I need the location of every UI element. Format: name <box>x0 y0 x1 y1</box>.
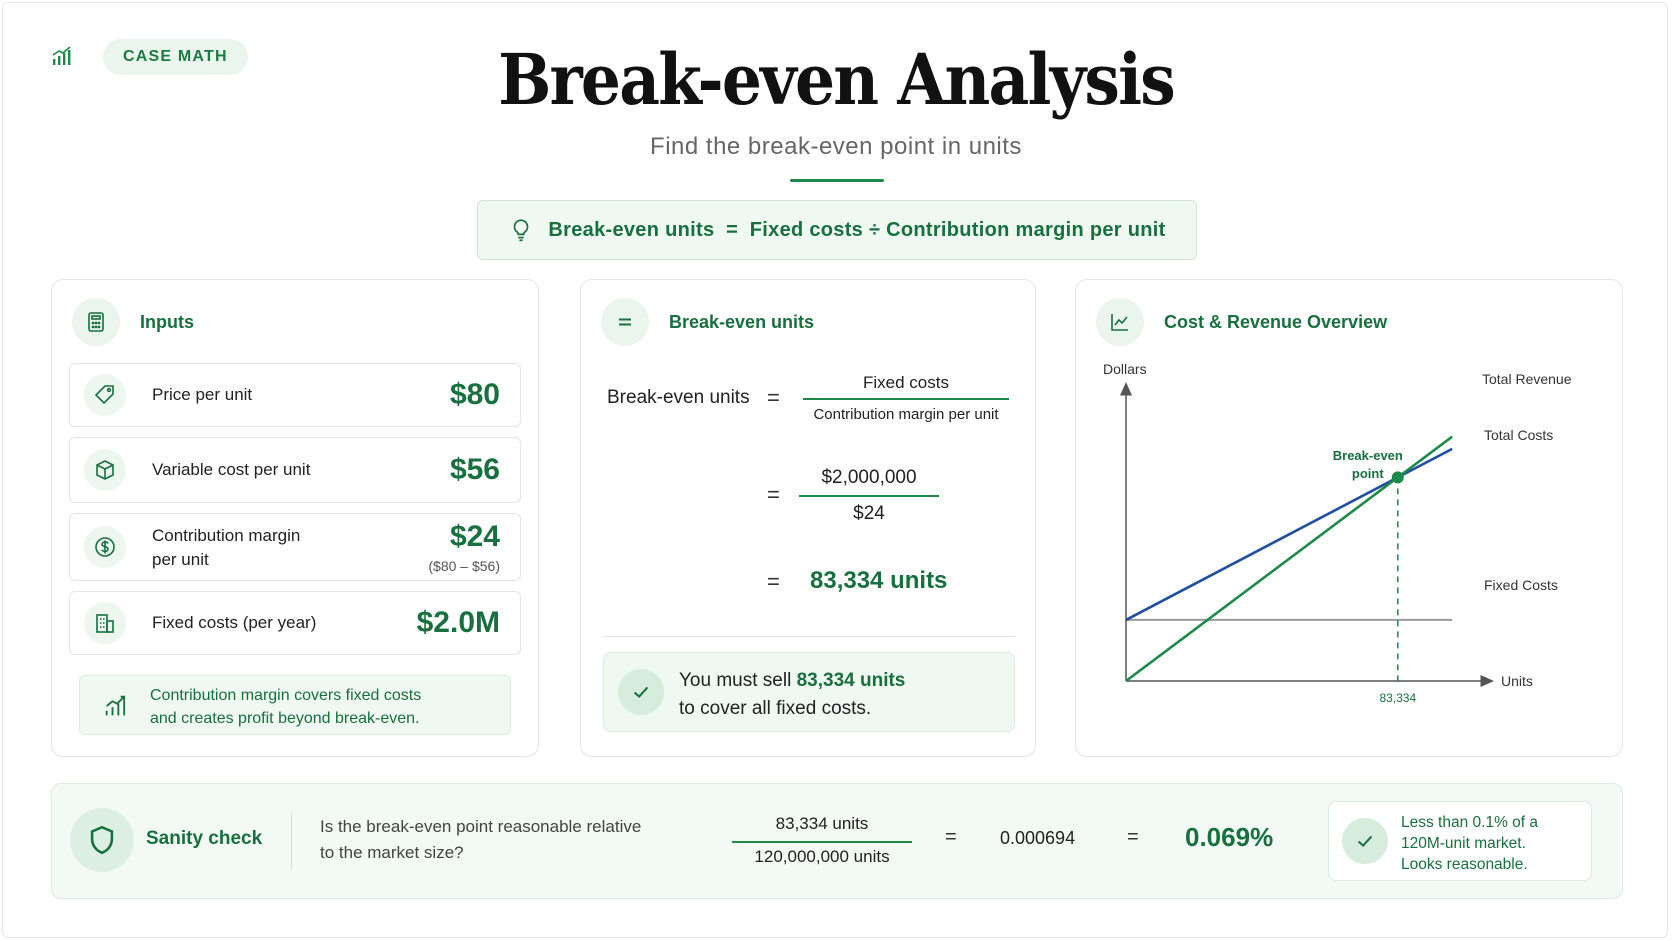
frac1-numerator: Fixed costs <box>863 373 949 392</box>
contribution-label-line1: Contribution margin <box>152 526 301 545</box>
sanity-question-line2: to the market size? <box>320 843 464 862</box>
frac2-denominator: $24 <box>853 503 885 524</box>
calculation-panel: Break-even units Break-even units = Fixe… <box>580 279 1036 757</box>
lightbulb-icon <box>514 219 529 242</box>
verdict-check-icon <box>1342 818 1388 864</box>
verdict-line3: Looks reasonable. <box>1401 856 1528 873</box>
contribution-note: ($80 – $56) <box>428 558 500 574</box>
equals-sign-2: = <box>767 482 780 507</box>
break-even-label-line1: Break-even <box>1333 448 1403 463</box>
callout-text: You must sell 83,334 units to cover all … <box>679 667 905 723</box>
chart-title: Cost & Revenue Overview <box>1164 311 1388 332</box>
line-chart-icon <box>1096 298 1144 346</box>
sanity-title: Sanity check <box>146 828 263 849</box>
contribution-label-line2: per unit <box>152 550 209 569</box>
verdict-line1: Less than 0.1% of a <box>1401 814 1539 831</box>
price-label: Price per unit <box>152 385 253 404</box>
verdict-line2: 120M-unit market. <box>1401 835 1526 852</box>
sanity-verdict: Less than 0.1% of a 120M-unit market. Lo… <box>1328 801 1592 881</box>
frac1-line <box>803 398 1009 400</box>
input-row-price: Price per unit $80 <box>69 363 521 427</box>
y-axis-label: Dollars <box>1103 361 1147 377</box>
fixed-costs-value: $2.0M <box>416 606 500 639</box>
sanity-fraction-line <box>732 841 912 843</box>
x-axis-label: Units <box>1501 673 1533 689</box>
sanity-divider <box>291 812 292 870</box>
break-even-x-tick: 83,334 <box>1379 691 1416 705</box>
equals-sign-1: = <box>767 385 780 410</box>
input-row-fixed-costs: Fixed costs (per year) $2.0M <box>69 591 521 655</box>
sanity-question-line1: Is the break-even point reasonable relat… <box>320 817 642 836</box>
chart-header: Cost & Revenue Overview <box>1096 298 1387 346</box>
insight-line2: and creates profit beyond break-even. <box>150 710 420 727</box>
inputs-header: Inputs <box>72 298 194 346</box>
calculation-header: Break-even units <box>601 298 814 346</box>
variable-cost-label: Variable cost per unit <box>152 460 311 479</box>
check-icon <box>618 669 664 715</box>
fixed-costs-label: Fixed costs (per year) <box>152 613 317 632</box>
price-value: $80 <box>449 378 500 411</box>
bar-chart-icon <box>52 46 71 65</box>
formula-text: Break-even units = Fixed costs ÷ Contrib… <box>548 218 1166 241</box>
calculator-icon <box>72 298 120 346</box>
frac2-line <box>799 495 939 497</box>
box-icon <box>84 449 126 491</box>
sanity-check-bar: Sanity check Is the break-even point rea… <box>51 783 1623 899</box>
total-revenue-line <box>1125 435 1453 683</box>
inputs-title: Inputs <box>140 311 194 332</box>
inputs-panel: Inputs Price per unit $80 Variable cost … <box>51 279 539 757</box>
sanity-denominator: 120,000,000 units <box>754 847 890 866</box>
sanity-equals-1: = <box>945 826 957 848</box>
total-revenue-label: Total Revenue <box>1482 371 1572 387</box>
callout-line2: to cover all fixed costs. <box>679 698 872 719</box>
sanity-numerator: 83,334 units <box>775 814 869 833</box>
break-even-chart: Dollars Units Fixed Costs Total Costs Total … <box>1103 361 1572 705</box>
sanity-question: Is the break-even point reasonable relat… <box>320 814 641 866</box>
insight-text: Contribution margin covers fixed costs a… <box>150 684 421 730</box>
sanity-percent: 0.069% <box>1185 822 1274 852</box>
sanity-equals-2: = <box>1127 826 1139 848</box>
total-costs-label: Total Costs <box>1484 427 1553 443</box>
result-callout: You must sell 83,334 units to cover all … <box>603 652 1015 732</box>
case-math-tag: CASE MATH <box>103 39 248 75</box>
fixed-costs-label: Fixed Costs <box>1484 577 1558 593</box>
chart-panel: Cost & Revenue Overview Dollars Units Fixe… <box>1075 279 1623 757</box>
sanity-decimal: 0.000694 <box>1000 828 1076 848</box>
input-row-contribution: Contribution margin per unit $24 ($80 – … <box>69 513 521 581</box>
verdict-text: Less than 0.1% of a 120M-unit market. Lo… <box>1401 812 1538 875</box>
insight-note: Contribution margin covers fixed costs a… <box>79 675 511 735</box>
page-title: Break-even Analysis <box>498 38 1176 121</box>
lhs-label: Break-even units <box>607 387 750 408</box>
break-even-label-line2: point <box>1352 466 1384 481</box>
frac1-denominator: Contribution margin per unit <box>813 406 999 423</box>
equals-icon <box>601 298 649 346</box>
break-even-point <box>1391 471 1404 484</box>
contribution-value: $24 <box>449 520 500 553</box>
shield-icon <box>70 808 134 872</box>
growth-chart-icon <box>105 695 126 716</box>
callout-pre: You must sell <box>679 670 797 691</box>
building-icon <box>84 602 126 644</box>
callout-bold: 83,334 units <box>796 670 906 691</box>
calculation-title: Break-even units <box>669 311 815 332</box>
result-value: 83,334 units <box>810 567 948 594</box>
input-row-variable-cost: Variable cost per unit $56 <box>69 437 521 503</box>
insight-line1: Contribution margin covers fixed costs <box>150 687 422 704</box>
tag-icon <box>84 374 126 416</box>
page-subtitle: Find the break-even point in units <box>650 133 1022 160</box>
calculation-divider <box>603 636 1015 637</box>
formula-banner: Break-even units = Fixed costs ÷ Contrib… <box>477 200 1197 260</box>
frac2-numerator: $2,000,000 <box>821 467 917 488</box>
equals-sign-3: = <box>767 569 780 594</box>
contribution-label: Contribution margin per unit <box>152 524 300 572</box>
variable-cost-value: $56 <box>449 453 500 486</box>
dollar-icon <box>84 526 126 568</box>
title-underline <box>790 179 884 182</box>
